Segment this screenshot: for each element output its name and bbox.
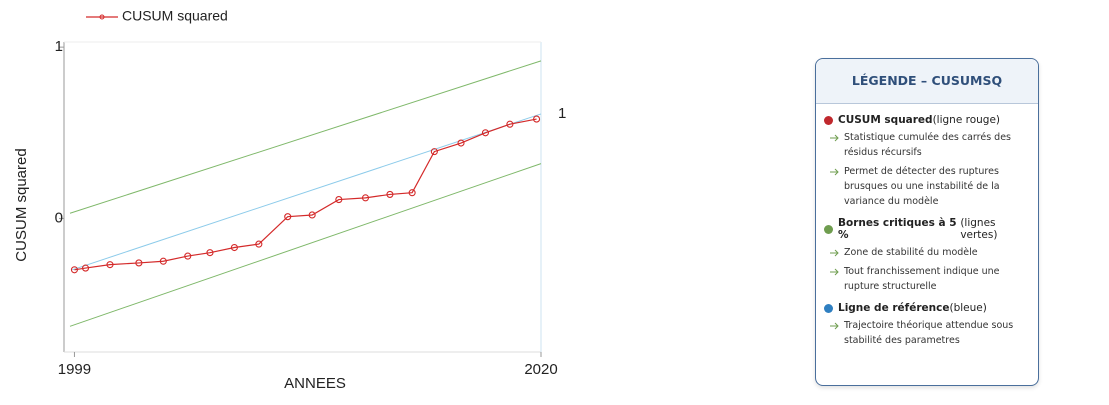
legend-panel: LÉGENDE – CUSUMSQ CUSUM squared (ligne r… xyxy=(815,58,1039,386)
data-point xyxy=(230,243,238,252)
data-point xyxy=(70,266,78,274)
x-axis-title: ANNEES xyxy=(284,375,346,392)
data-point xyxy=(82,264,90,272)
arrow-icon xyxy=(830,249,839,257)
legend-bullet: Zone de stabilité du modèle xyxy=(830,245,1030,260)
arrow xyxy=(830,322,839,330)
data-point xyxy=(506,120,514,128)
arrow xyxy=(830,168,839,176)
arrow-icon xyxy=(830,168,839,176)
data-point xyxy=(481,129,490,137)
legend-item-label: Ligne de référence xyxy=(838,302,950,314)
arrow-icon xyxy=(830,268,839,276)
x-tick-label: 2020 xyxy=(524,361,557,378)
legend-bullet-text: Trajectoire théorique attendue sous stab… xyxy=(844,320,1014,346)
data-line xyxy=(74,118,537,271)
legend-bullet: Permet de détecter des ruptures brusques… xyxy=(830,164,1030,209)
legend-bullet: Statistique cumulée des carrés des résid… xyxy=(830,130,1030,160)
legend-item-head: Ligne de référence (bleue) xyxy=(824,302,1030,314)
legend-item-label: Bornes critiques à 5 % xyxy=(838,217,957,241)
legend-item: CUSUM squared (ligne rouge) Statistique c… xyxy=(824,114,1030,209)
y-tick-label: 1 xyxy=(55,38,63,55)
reference-line xyxy=(72,113,542,271)
legend-bullet: Tout franchissement indique une rupture … xyxy=(830,264,1030,294)
legend-item-note: (bleue) xyxy=(949,302,987,314)
data-point xyxy=(430,148,438,156)
data-point xyxy=(361,194,370,202)
annotation: 1 xyxy=(558,105,566,122)
legend-item-note: (ligne rouge) xyxy=(932,114,1001,126)
arrow xyxy=(830,134,839,142)
data-point xyxy=(255,240,263,248)
data-point xyxy=(533,115,541,123)
legend-items: CUSUM squared (ligne rouge) Statistique c… xyxy=(816,104,1038,348)
legend-bullet: Trajectoire théorique attendue sous stab… xyxy=(830,318,1030,348)
arrow-icon xyxy=(830,134,839,142)
critical-bound xyxy=(69,163,542,327)
data-point xyxy=(408,189,416,197)
legend-panel-title: LÉGENDE – CUSUMSQ xyxy=(816,59,1038,104)
arrow-icon xyxy=(830,322,839,330)
legend-bullet-text: Permet de détecter des ruptures brusques… xyxy=(844,166,1000,207)
legend-bullet-text: Statistique cumulée des carrés des résid… xyxy=(844,132,1012,158)
data-point xyxy=(135,259,143,267)
legend-item-head: CUSUM squared (ligne rouge) xyxy=(824,114,1030,126)
data-point xyxy=(184,252,192,260)
arrow xyxy=(830,249,839,257)
legend-bullet-text: Zone de stabilité du modèle xyxy=(844,247,978,258)
data-point xyxy=(106,261,114,269)
data-point xyxy=(284,213,292,221)
data-point xyxy=(159,257,167,265)
data-point xyxy=(386,190,394,198)
critical-bound xyxy=(69,60,542,214)
legend-item-head: Bornes critiques à 5 % (lignes vertes) xyxy=(824,217,1030,241)
y-axis-title: CUSUM squared xyxy=(13,148,30,261)
legend-dot xyxy=(824,115,833,125)
arrow xyxy=(830,268,839,276)
legend-dot xyxy=(824,303,833,313)
legend-label: CUSUM squared xyxy=(122,8,228,24)
legend-item: Ligne de référence (bleue) Trajectoire thé… xyxy=(824,302,1030,348)
legend-item: Bornes critiques à 5 % (lignes vertes) Zo… xyxy=(824,217,1030,294)
chart: CUSUM squared ANNEES 1 0 1999 2020 1 CUSUM sq… xyxy=(13,8,566,392)
legend-item-label: CUSUM squared xyxy=(838,114,933,126)
legend-dot xyxy=(824,224,833,234)
x-tick-label: 1999 xyxy=(58,361,91,378)
legend-marker xyxy=(99,14,105,20)
legend-item-note: (lignes vertes) xyxy=(960,217,998,241)
data-point xyxy=(335,196,343,204)
data-point xyxy=(308,211,316,219)
data-point xyxy=(206,249,214,257)
y-tick-label: 0 xyxy=(55,209,63,226)
data-point xyxy=(457,139,465,147)
legend-bullet-text: Tout franchissement indique une rupture … xyxy=(844,266,1000,292)
